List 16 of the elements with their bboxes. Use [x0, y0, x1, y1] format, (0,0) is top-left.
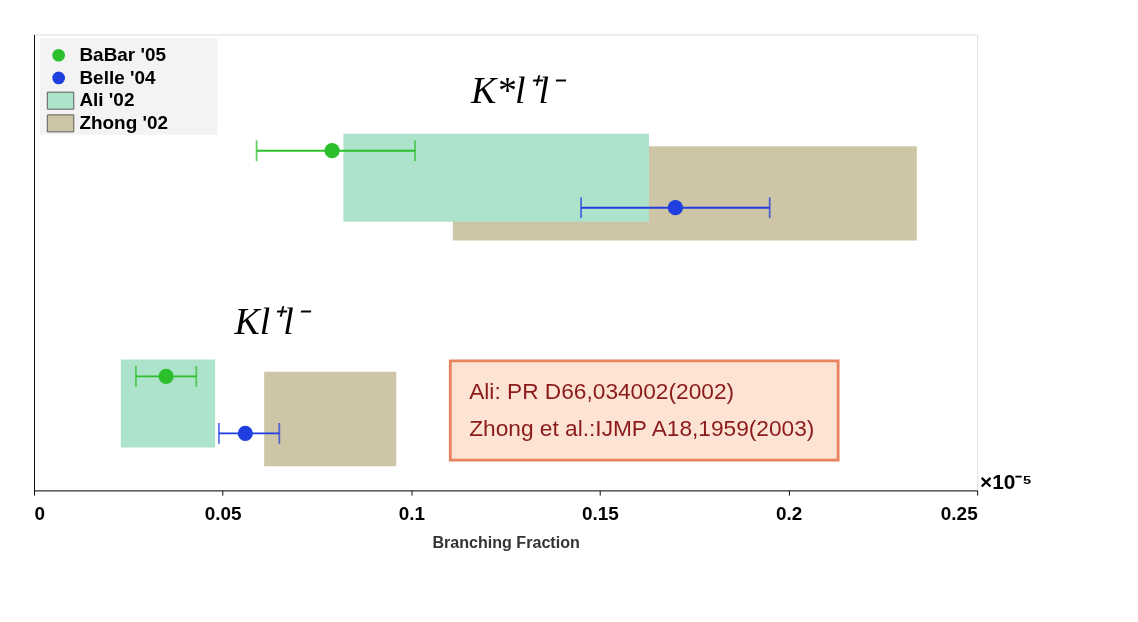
annotation: K*l⁺l⁻ [469, 68, 568, 111]
text: ×10⁻⁵ [980, 469, 1033, 493]
legend-label: Ali '02 [79, 89, 135, 111]
annotation: Zhong et al.:IJMP A18,1959(2003) [469, 415, 815, 442]
x-tick-label: 0.25 [940, 503, 978, 525]
legend-label: BaBar '05 [79, 43, 166, 65]
legend-label: Zhong '02 [79, 112, 168, 134]
legend-label: Belle '04 [79, 66, 156, 88]
annotation: Kl⁺l⁻ [233, 300, 312, 343]
x-axis-title: Branching Fraction [432, 532, 580, 551]
x-tick-label: 0.05 [204, 503, 242, 525]
annotation: Ali: PR D66,034002(2002) [469, 377, 735, 404]
x-tick-label: 0.15 [582, 503, 619, 525]
x-tick-label: 0.2 [775, 503, 803, 525]
x-tick-label: 0.1 [398, 503, 425, 525]
x-tick-label: 0 [34, 503, 46, 525]
